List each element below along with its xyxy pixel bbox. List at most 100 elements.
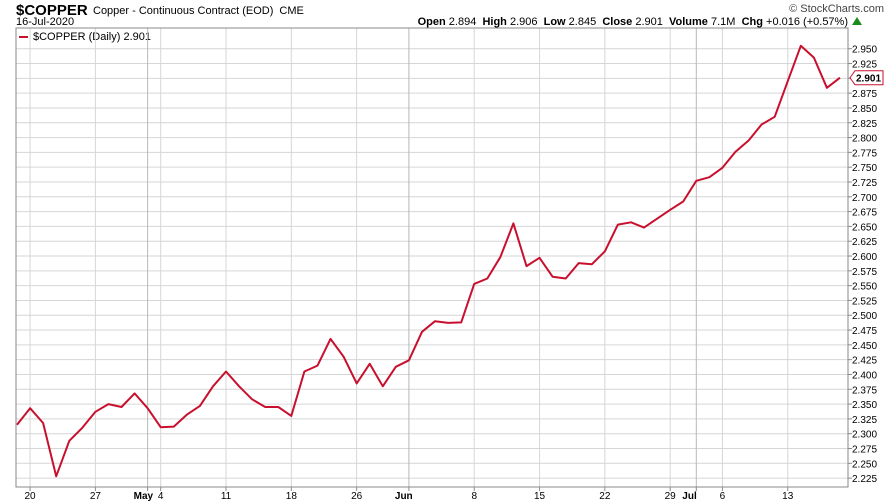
y-tick-label: 2.725 xyxy=(852,178,877,189)
up-arrow-icon xyxy=(852,17,862,25)
price-point xyxy=(16,424,18,426)
price-point xyxy=(447,322,449,324)
y-tick-label: 2.375 xyxy=(852,385,877,396)
low-label: Low xyxy=(543,16,566,28)
chg-label: Chg xyxy=(741,16,763,28)
price-point xyxy=(290,415,292,417)
price-point xyxy=(199,405,201,407)
price-point xyxy=(329,338,331,340)
legend-label: $COPPER (Daily) 2.901 xyxy=(33,31,151,43)
price-point xyxy=(460,321,462,323)
x-tick-label: Jul xyxy=(682,491,697,502)
price-point xyxy=(225,370,227,372)
price-line xyxy=(16,44,841,478)
x-tick-label: 26 xyxy=(351,491,363,502)
price-point xyxy=(94,411,96,413)
price-point xyxy=(434,320,436,322)
price-point xyxy=(669,209,671,211)
y-tick-label: 2.425 xyxy=(852,356,877,367)
y-tick-label: 2.850 xyxy=(852,104,877,115)
chart-legend: $COPPER (Daily) 2.901 xyxy=(19,31,151,43)
x-axis: 20 27 May 4 11 18 26 Jun 8 15 22 29 Jul 6 13 xyxy=(25,487,794,502)
y-tick-label: 2.550 xyxy=(852,282,877,293)
price-point xyxy=(617,223,619,225)
price-point xyxy=(473,283,475,285)
price-point xyxy=(760,123,762,125)
price-point xyxy=(525,265,527,267)
price-point xyxy=(55,475,57,477)
y-tick-label: 2.950 xyxy=(852,45,877,56)
price-point xyxy=(787,80,789,82)
price-point xyxy=(564,277,566,279)
price-point xyxy=(408,359,410,361)
price-point xyxy=(342,356,344,358)
price-point xyxy=(538,257,540,259)
chart-date: 16-Jul-2020 xyxy=(16,16,75,28)
low-value: 2.845 xyxy=(568,16,597,28)
price-point xyxy=(120,406,122,408)
y-tick-label: 2.400 xyxy=(852,370,877,381)
y-tick-label: 2.325 xyxy=(852,415,877,426)
price-point xyxy=(800,45,802,47)
price-point xyxy=(186,414,188,416)
price-point xyxy=(382,385,384,387)
y-tick-label: 2.700 xyxy=(852,193,877,204)
y-tick-label: 2.750 xyxy=(852,163,877,174)
y-tick-label: 2.525 xyxy=(852,296,877,307)
y-tick-label: 2.625 xyxy=(852,237,877,248)
price-point xyxy=(630,221,632,223)
price-point xyxy=(81,427,83,429)
close-value: 2.901 xyxy=(635,16,663,28)
price-point xyxy=(486,277,488,279)
price-point xyxy=(499,256,501,258)
y-tick-label: 2.475 xyxy=(852,326,877,337)
price-point xyxy=(591,263,593,265)
price-series: 2.901 xyxy=(16,44,884,478)
y-tick-label: 2.275 xyxy=(852,445,877,456)
price-point xyxy=(303,370,305,372)
y-tick-label: 2.575 xyxy=(852,267,877,278)
price-point xyxy=(643,226,645,228)
price-point xyxy=(578,262,580,264)
price-point xyxy=(512,222,514,224)
y-tick-label: 2.825 xyxy=(852,119,877,130)
y-tick-label: 2.800 xyxy=(852,134,877,145)
price-point xyxy=(734,151,736,153)
ohlc-summary: Open 2.894 High 2.906 Low 2.845 Close 2.… xyxy=(418,17,848,28)
chg-value: +0.016 (+0.57%) xyxy=(766,16,848,28)
high-value: 2.906 xyxy=(509,16,538,28)
x-tick-label: Jun xyxy=(395,491,413,502)
price-point xyxy=(839,77,841,79)
y-tick-label: 2.675 xyxy=(852,208,877,219)
x-tick-label: 13 xyxy=(782,491,794,502)
price-point xyxy=(747,139,749,141)
price-point xyxy=(264,406,266,408)
y-tick-label: 2.300 xyxy=(852,430,877,441)
x-tick-label: 27 xyxy=(90,491,102,502)
price-point xyxy=(656,218,658,220)
last-value-tag xyxy=(849,70,884,86)
x-tick-label: May xyxy=(134,491,154,502)
price-point xyxy=(316,364,318,366)
y-axis: 2.9502.9252.9002.8752.8502.8252.8002.775… xyxy=(848,45,877,485)
price-point xyxy=(721,167,723,169)
x-tick-label: 22 xyxy=(599,491,611,502)
x-tick-label: 11 xyxy=(221,491,232,502)
y-tick-label: 2.350 xyxy=(852,400,877,411)
y-tick-label: 2.500 xyxy=(852,311,877,322)
legend-swatch xyxy=(19,36,28,38)
x-tick-label: 29 xyxy=(665,491,677,502)
price-point xyxy=(42,422,44,424)
y-tick-label: 2.650 xyxy=(852,222,877,233)
price-point xyxy=(682,200,684,202)
x-tick-label: 8 xyxy=(471,491,477,502)
price-point xyxy=(212,385,214,387)
volume-value: 7.1M xyxy=(711,16,736,28)
open-value: 2.894 xyxy=(448,16,477,28)
x-tick-label: 18 xyxy=(286,491,298,502)
y-tick-label: 2.775 xyxy=(852,148,877,159)
x-tick-label: 4 xyxy=(158,491,164,502)
volume-label: Volume xyxy=(669,16,708,28)
price-point xyxy=(146,407,148,409)
